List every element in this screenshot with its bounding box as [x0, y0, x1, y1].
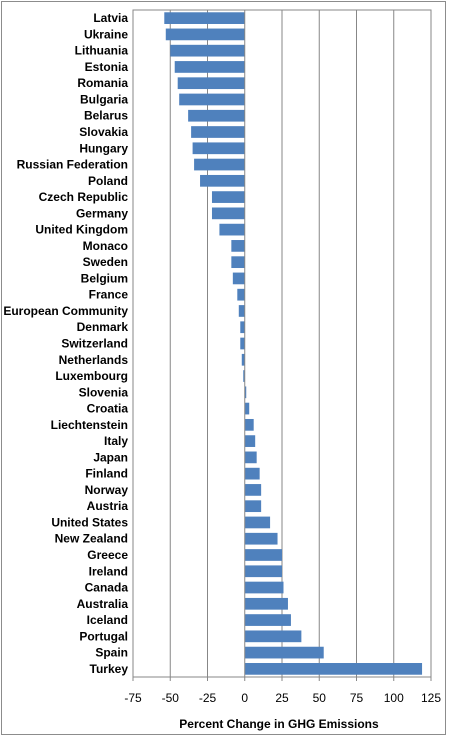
bar	[170, 44, 245, 57]
category-label: Ukraine	[84, 27, 128, 41]
category-label: Slovenia	[79, 385, 129, 399]
bar	[244, 435, 256, 447]
bar	[244, 516, 271, 529]
x-tick-labels: -75 -50 -25 0 25 50 75 100 125	[124, 691, 441, 705]
category-label: Lithuania	[75, 44, 129, 58]
x-tick-label: 50	[313, 691, 327, 705]
bar	[211, 207, 245, 220]
bar	[244, 581, 284, 594]
bar	[244, 532, 278, 545]
bar	[244, 614, 291, 626]
category-label: Russian Federation	[17, 158, 128, 172]
bar	[219, 223, 245, 236]
bar	[165, 28, 245, 41]
category-label: European Community	[3, 304, 128, 318]
category-label: Norway	[85, 483, 129, 497]
axes	[132, 9, 432, 681]
bar	[194, 158, 245, 171]
category-label: Romania	[77, 76, 128, 90]
bar	[231, 256, 245, 269]
bar	[244, 484, 262, 496]
bar	[237, 288, 245, 301]
category-label: Ireland	[89, 564, 128, 578]
category-label: Greece	[87, 548, 128, 562]
category-label: New Zealand	[55, 532, 128, 546]
category-label: Switzerland	[61, 337, 128, 351]
category-label: Australia	[77, 597, 129, 611]
category-label: Netherlands	[59, 353, 129, 367]
category-label: Belarus	[84, 109, 128, 123]
bar	[179, 93, 245, 106]
category-label: Turkey	[90, 662, 129, 676]
bar	[241, 353, 245, 366]
category-label: Austria	[87, 499, 129, 513]
category-label: Canada	[85, 581, 129, 595]
category-label: Iceland	[87, 613, 128, 627]
bar	[244, 402, 250, 415]
bar	[244, 630, 302, 643]
bar	[200, 174, 245, 187]
x-tick-label: -50	[162, 691, 180, 705]
category-label: Finland	[85, 467, 128, 481]
category-label: Japan	[93, 450, 128, 464]
bar	[244, 386, 247, 399]
bar	[244, 451, 257, 464]
bar	[244, 646, 324, 659]
category-label: United Kingdom	[35, 223, 128, 237]
plot-area-border	[132, 9, 432, 678]
category-label: Germany	[76, 206, 128, 220]
bar	[244, 500, 262, 513]
category-label: France	[89, 288, 129, 302]
bar	[164, 12, 245, 24]
category-label: Poland	[88, 174, 128, 188]
category-labels: Latvia Ukraine Lithuania Estonia Romania Bulg…	[3, 11, 128, 676]
category-label: Monaco	[83, 239, 128, 253]
bar	[177, 77, 245, 90]
bar	[211, 191, 245, 203]
category-label: Estonia	[85, 60, 129, 74]
category-label: Czech Republic	[39, 190, 129, 204]
category-label: Croatia	[87, 402, 129, 416]
x-tick-label: -75	[124, 691, 142, 705]
bar	[232, 272, 245, 285]
category-label: Belgium	[81, 271, 128, 285]
category-label: Sweden	[83, 255, 128, 269]
category-label: Latvia	[93, 11, 128, 25]
x-tick-label: 125	[421, 691, 441, 705]
bar	[240, 321, 245, 334]
bar	[244, 418, 254, 431]
bar	[231, 240, 245, 252]
bar	[244, 549, 282, 561]
category-label: Slovakia	[79, 125, 128, 139]
x-tick-label: 25	[275, 691, 289, 705]
bar	[192, 142, 245, 155]
bar	[244, 565, 282, 578]
category-label: United States	[51, 515, 128, 529]
bar	[191, 126, 245, 138]
bar	[174, 61, 245, 73]
category-label: Liechtenstein	[51, 418, 128, 432]
bars	[164, 12, 423, 675]
category-label: Bulgaria	[80, 92, 128, 106]
category-label: Luxembourg	[55, 369, 128, 383]
category-label: Portugal	[79, 629, 128, 643]
category-label: Spain	[95, 646, 128, 660]
bar	[238, 305, 245, 317]
category-label: Denmark	[77, 320, 129, 334]
bar	[244, 467, 260, 480]
category-label: Italy	[104, 434, 128, 448]
bar	[240, 337, 245, 350]
category-label: Hungary	[79, 141, 128, 155]
x-axis-title: Percent Change in GHG Emissions	[179, 717, 379, 731]
x-tick-label: 75	[350, 691, 364, 705]
bar	[243, 370, 245, 382]
x-tick-label: -25	[199, 691, 217, 705]
bar	[244, 663, 423, 675]
bar	[188, 109, 245, 122]
bar	[244, 597, 288, 610]
x-tick-label: 100	[384, 691, 404, 705]
x-tick-label: 0	[241, 691, 248, 705]
